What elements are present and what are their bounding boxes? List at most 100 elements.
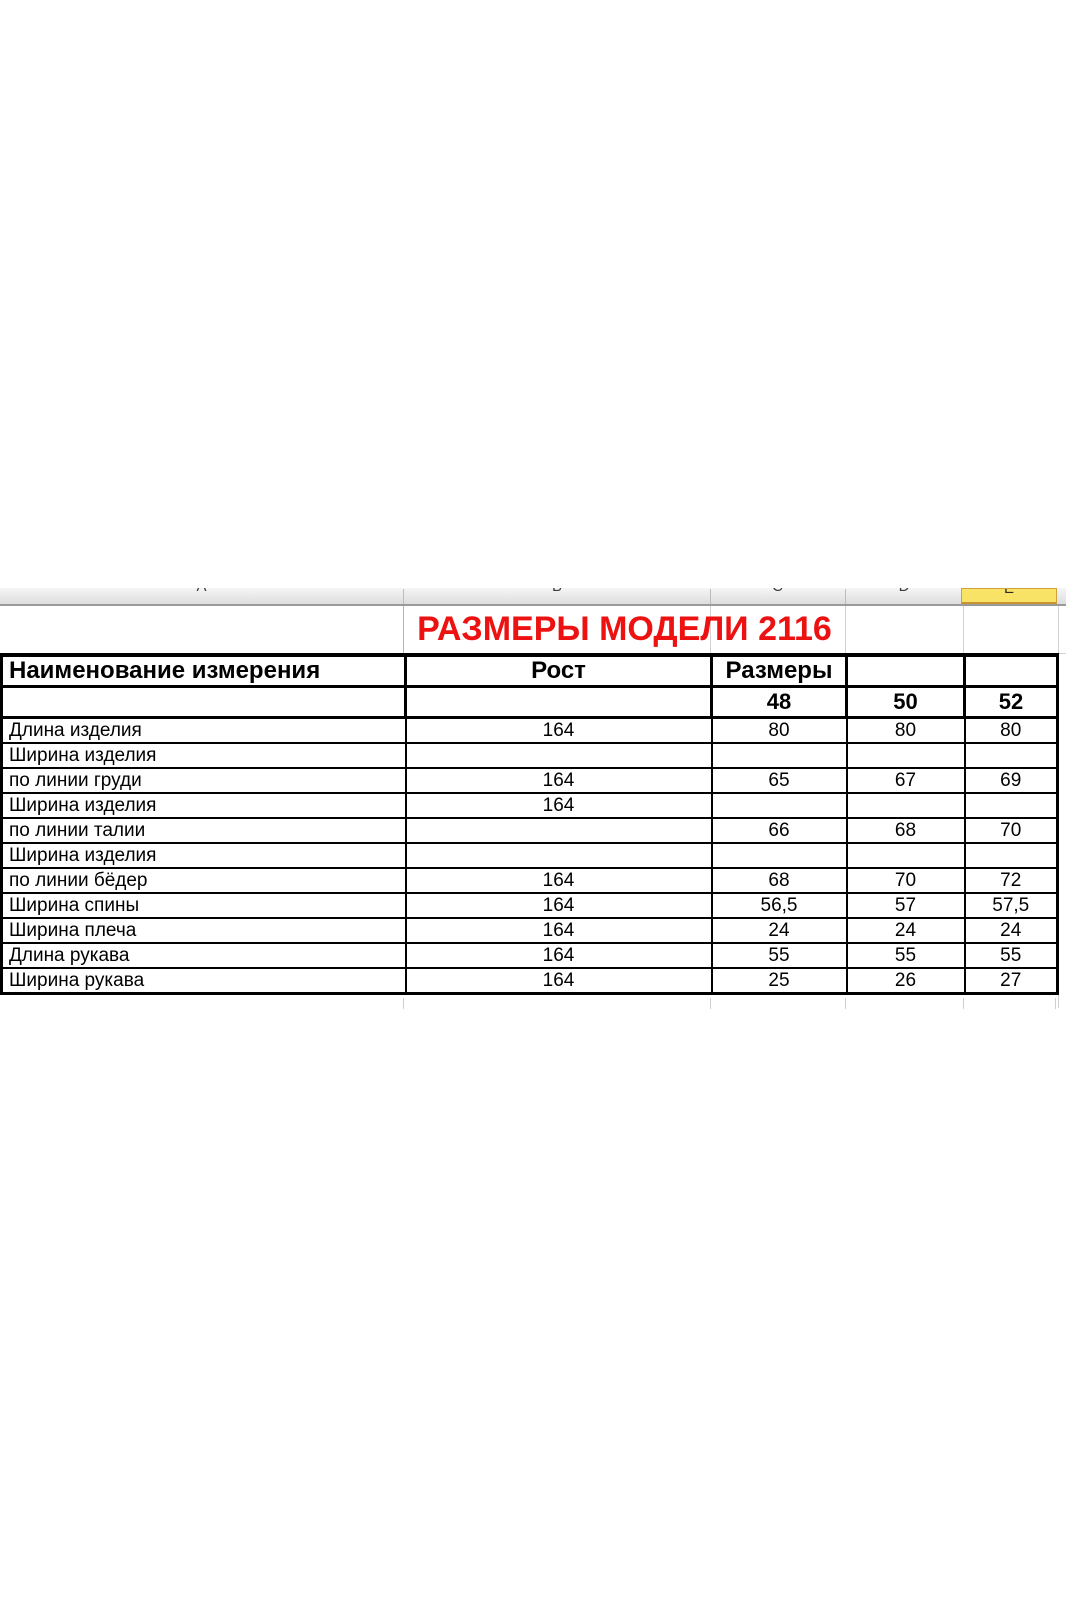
size-50-cell[interactable]: 70 [845,867,966,894]
size-50-header[interactable]: 50 [845,685,966,719]
header-razmery[interactable]: Размеры [710,654,848,688]
size-48-cell[interactable] [710,792,848,819]
measurement-row: по линии груди 164 65 67 69 [0,767,1059,794]
rost-cell[interactable]: 164 [404,967,713,995]
gridline [1056,653,1066,654]
size-52-cell[interactable]: 55 [963,942,1059,969]
measurement-name-cell[interactable]: Ширина спины [0,892,407,919]
gridline [403,998,404,1009]
size-48-cell[interactable]: 65 [710,767,848,794]
rost-cell[interactable]: 164 [404,792,713,819]
measurement-name-cell[interactable]: Ширина изделия [0,792,407,819]
size-50-cell[interactable]: 55 [845,942,966,969]
measurement-row: Ширина рукава 164 25 26 27 [0,967,1059,995]
column-letter: B [552,588,562,595]
rost-cell[interactable]: 164 [404,942,713,969]
measurement-row: Длина рукава 164 55 55 55 [0,942,1059,969]
sizes-empty-cell[interactable] [0,685,407,719]
rost-cell[interactable] [404,742,713,769]
column-header-strip: A B C D E [0,588,1066,606]
gridline [845,998,846,1009]
size-48-cell[interactable]: 68 [710,867,848,894]
size-50-cell[interactable]: 26 [845,967,966,995]
measurement-row: Ширина спины 164 56,5 57 57,5 [0,892,1059,919]
measurement-name-cell[interactable]: по линии бёдер [0,867,407,894]
table-header-row: Наименование измерения Рост Размеры [0,654,1059,688]
measurement-row: по линии бёдер 164 68 70 72 [0,867,1059,894]
measurement-name-cell[interactable]: по линии талии [0,817,407,844]
size-48-cell[interactable]: 66 [710,817,848,844]
header-empty-cell[interactable] [845,654,966,688]
column-header-e-selected[interactable]: E [961,588,1057,604]
rost-cell[interactable] [404,842,713,869]
measurement-name-cell[interactable]: Длина рукава [0,942,407,969]
column-header-a[interactable]: A [0,588,403,604]
size-52-cell[interactable]: 69 [963,767,1059,794]
gridline [1055,998,1056,1009]
size-48-cell[interactable]: 25 [710,967,848,995]
size-48-cell[interactable]: 80 [710,716,848,744]
size-52-cell[interactable]: 24 [963,917,1059,944]
size-52-cell[interactable] [963,742,1059,769]
table-title[interactable]: РАЗМЕРЫ МОДЕЛИ 2116 [417,609,832,648]
size-52-cell[interactable]: 27 [963,967,1059,995]
measurement-name-cell[interactable]: Длина изделия [0,716,407,744]
column-divider [710,589,711,604]
measurement-name-cell[interactable]: Ширина плеча [0,917,407,944]
measurement-name-cell[interactable]: по линии груди [0,767,407,794]
size-table: Наименование измерения Рост Размеры 48 5… [0,653,1059,995]
rost-cell[interactable]: 164 [404,767,713,794]
size-50-cell[interactable]: 68 [845,817,966,844]
size-52-cell[interactable]: 72 [963,867,1059,894]
column-letter: E [1003,588,1014,597]
measurement-name-cell[interactable]: Ширина рукава [0,967,407,995]
gridline [845,606,846,653]
measurement-row: Ширина изделия 164 [0,792,1059,819]
rost-cell[interactable]: 164 [404,867,713,894]
measurement-name-cell[interactable]: Ширина изделия [0,742,407,769]
header-empty-cell[interactable] [963,654,1059,688]
size-48-cell[interactable] [710,842,848,869]
measurement-row: Длина изделия 164 80 80 80 [0,716,1059,744]
size-48-cell[interactable] [710,742,848,769]
size-52-cell[interactable]: 80 [963,716,1059,744]
column-header-d[interactable]: D [845,588,963,604]
size-50-cell[interactable]: 24 [845,917,966,944]
size-50-cell[interactable]: 80 [845,716,966,744]
size-50-cell[interactable] [845,742,966,769]
size-48-cell[interactable]: 24 [710,917,848,944]
rost-cell[interactable] [404,817,713,844]
rost-cell[interactable]: 164 [404,892,713,919]
size-52-cell[interactable]: 70 [963,817,1059,844]
rost-cell[interactable]: 164 [404,716,713,744]
size-48-cell[interactable]: 55 [710,942,848,969]
header-measurement-name[interactable]: Наименование измерения [0,654,407,688]
column-header-b[interactable]: B [404,588,710,604]
size-52-cell[interactable]: 57,5 [963,892,1059,919]
size-48-header[interactable]: 48 [710,685,848,719]
size-50-cell[interactable] [845,792,966,819]
gridline [963,606,964,653]
rost-cell[interactable]: 164 [404,917,713,944]
measurement-name-cell[interactable]: Ширина изделия [0,842,407,869]
gridline [710,998,711,1009]
size-52-header[interactable]: 52 [963,685,1059,719]
size-50-cell[interactable]: 57 [845,892,966,919]
size-52-cell[interactable] [963,842,1059,869]
gridline [710,606,711,653]
gridline [963,998,964,1009]
measurement-row: Ширина изделия [0,742,1059,769]
column-header-c[interactable]: C [710,588,845,604]
size-48-cell[interactable]: 56,5 [710,892,848,919]
gridline [403,606,404,653]
column-letter: A [196,588,206,595]
size-50-cell[interactable]: 67 [845,767,966,794]
measurement-row: Ширина плеча 164 24 24 24 [0,917,1059,944]
sizes-empty-cell[interactable] [404,685,713,719]
sizes-row: 48 50 52 [0,685,1059,719]
measurement-row: Ширина изделия [0,842,1059,869]
size-52-cell[interactable] [963,792,1059,819]
measurement-row: по линии талии 66 68 70 [0,817,1059,844]
size-50-cell[interactable] [845,842,966,869]
header-rost[interactable]: Рост [404,654,713,688]
